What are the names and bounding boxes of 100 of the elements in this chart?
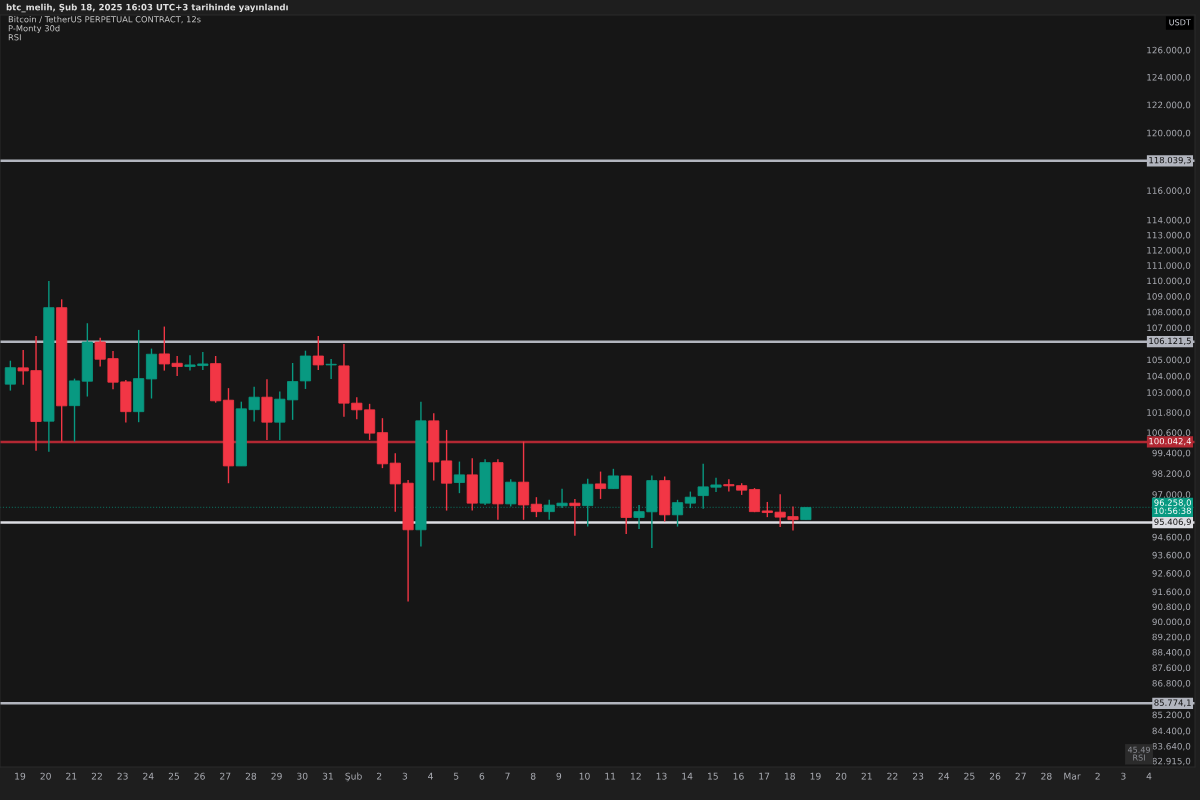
- x-tick-label: 3: [1121, 772, 1126, 780]
- x-tick-label: 2: [376, 772, 382, 780]
- candlestick: [748, 487, 761, 513]
- y-tick-label: 85.200,0: [1152, 711, 1191, 720]
- x-tick-label: 6: [479, 772, 485, 780]
- ref-line-label: 96.258,0 10:56:38: [1154, 499, 1191, 514]
- y-tick-label: 107.000,0: [1147, 324, 1191, 333]
- x-tick-label: 11: [605, 772, 616, 780]
- x-tick-label: Mar: [1064, 772, 1081, 780]
- x-tick-label: 9: [556, 772, 562, 780]
- x-tick-label: 19: [15, 772, 26, 780]
- y-tick-label: 105.000,0: [1147, 356, 1191, 365]
- x-tick-label: 13: [656, 772, 667, 780]
- annotation: P-Monty 30d: [8, 24, 60, 34]
- x-tick-label: 4: [1146, 772, 1152, 780]
- y-tick-label: 82.915,0: [1152, 757, 1191, 766]
- x-tick-label: 29: [271, 772, 282, 780]
- candlestick: [518, 440, 530, 521]
- y-tick-label: 113.000,0: [1147, 231, 1191, 240]
- x-tick-label: 31: [322, 772, 333, 780]
- y-tick-label: 100.600,0: [1147, 429, 1191, 437]
- candlestick: [607, 468, 619, 490]
- ref-line-label: 85.774,1: [1154, 699, 1191, 707]
- x-tick-label: 5: [454, 772, 459, 780]
- x-tick-label: 27: [1015, 772, 1026, 780]
- candlestick: [569, 498, 581, 537]
- y-tick-label: 114.000,0: [1147, 216, 1191, 225]
- x-tick-label: 16: [733, 772, 744, 780]
- ref-line-label: 95.406,9: [1154, 518, 1191, 526]
- chart-subtitle: Bitcoin / TetherUS PERPETUAL CONTRACT, 12s: [8, 15, 201, 24]
- x-tick-label: 30: [297, 772, 308, 780]
- candlestick: [4, 360, 16, 392]
- chart-title: btc_melih, Şub 18, 2025 16:03 UTC+3 tarihinde yayınlandı: [6, 3, 288, 13]
- y-tick-label: 87.600,0: [1152, 664, 1191, 672]
- x-tick-label: 3: [402, 772, 408, 780]
- x-tick-label: Şub: [345, 772, 362, 782]
- y-tick-label: 120.000,0: [1147, 129, 1191, 138]
- y-tick-label: 94.600,0: [1152, 533, 1191, 542]
- y-tick-label: 108.000,0: [1147, 308, 1191, 317]
- x-tick-label: 20: [40, 772, 51, 780]
- x-tick-label: 8: [530, 772, 536, 780]
- x-tick-label: 21: [66, 772, 77, 780]
- x-tick-label: 26: [194, 772, 205, 780]
- candlestick: [595, 470, 607, 500]
- ref-line-label: 118.039,3: [1149, 156, 1191, 165]
- y-tick-label: 91.600,0: [1152, 588, 1191, 597]
- candlestick: [505, 478, 517, 508]
- candlestick: [453, 460, 465, 494]
- ref-line-label: 106.121,5: [1149, 337, 1191, 345]
- y-tick-label: 122.000,0: [1147, 101, 1191, 110]
- y-tick-label: 98.200,0: [1152, 470, 1191, 478]
- y-tick-label: 124.000,0: [1147, 73, 1191, 82]
- x-tick-label: 28: [1041, 772, 1052, 780]
- x-tick-label: 19: [810, 772, 821, 780]
- y-tick-label: 97.000,0: [1152, 491, 1191, 499]
- y-tick-label: 126.000,0: [1147, 46, 1191, 55]
- candlestick: [325, 358, 337, 380]
- y-tick-label: 84.400,0: [1152, 727, 1191, 736]
- x-tick-label: 20: [835, 772, 847, 780]
- x-tick-label: 18: [784, 772, 795, 780]
- y-tick-label: 109.000,0: [1147, 293, 1191, 301]
- x-tick-label: 28: [245, 772, 257, 780]
- x-tick-label: 22: [887, 772, 898, 780]
- x-tick-label: 25: [964, 772, 975, 780]
- x-tick-label: 14: [682, 772, 693, 780]
- x-tick-label: 24: [143, 772, 154, 780]
- y-tick-label: 92.600,0: [1152, 570, 1191, 578]
- x-tick-label: 26: [989, 772, 1001, 780]
- y-tick-label: 103.000,0: [1147, 389, 1191, 397]
- x-tick-label: 25: [168, 772, 179, 780]
- y-tick-label: 116.000,0: [1147, 187, 1191, 195]
- y-tick-label: 101.800,0: [1147, 409, 1191, 417]
- x-tick-label: 22: [91, 772, 102, 780]
- y-tick-label: 90.800,0: [1152, 603, 1191, 611]
- x-tick-label: 12: [631, 772, 641, 780]
- x-tick-label: 27: [220, 772, 231, 780]
- x-tick-label: 17: [759, 772, 770, 780]
- x-tick-label: 7: [505, 772, 510, 780]
- candlestick: [530, 496, 542, 518]
- ref-line-label: 100.042,4: [1149, 437, 1192, 446]
- y-tick-label: 90.000,0: [1152, 618, 1191, 626]
- y-tick-label: 93.600,0: [1152, 551, 1191, 560]
- y-axis-title: USDT: [1169, 19, 1191, 26]
- candlestick: [582, 478, 594, 528]
- x-tick-label: 23: [117, 772, 128, 780]
- x-tick-label: 4: [428, 772, 433, 780]
- y-tick-label: 112.000,0: [1147, 246, 1191, 255]
- x-tick-label: 2: [1095, 772, 1100, 780]
- y-tick-label: 86.800,0: [1152, 679, 1191, 688]
- y-tick-label: 104.000,0: [1147, 372, 1191, 381]
- x-tick-label: 24: [938, 772, 950, 780]
- x-tick-label: 21: [861, 772, 872, 780]
- x-tick-label: 10: [579, 772, 590, 780]
- candlestick: [671, 499, 684, 528]
- candlestick: [312, 335, 324, 371]
- y-tick-label: 99.400,0: [1152, 449, 1191, 458]
- annotation: RSI: [8, 34, 21, 41]
- y-tick-label: 88.400,0: [1152, 648, 1191, 657]
- x-tick-label: 23: [912, 772, 924, 780]
- x-tick-label: 15: [707, 772, 718, 780]
